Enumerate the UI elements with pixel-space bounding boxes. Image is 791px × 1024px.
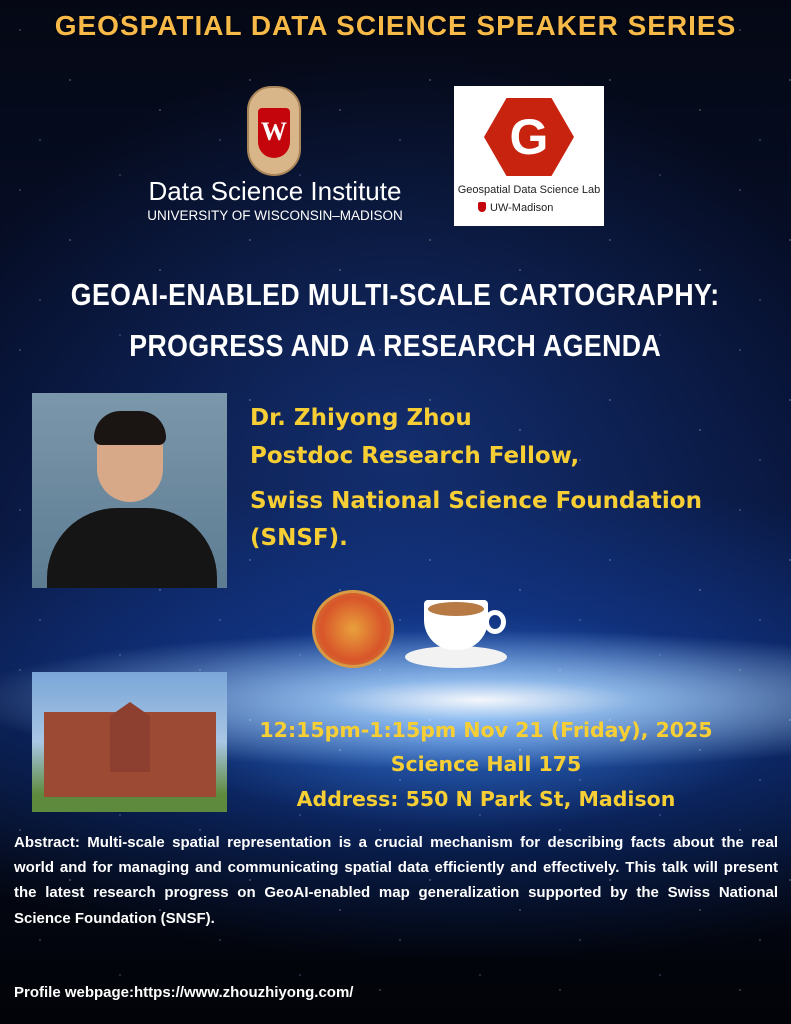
event-address: Address: 550 N Park St, Madison xyxy=(296,787,676,811)
coffee-foam xyxy=(428,602,484,616)
abstract-text: Abstract: Multi-scale spatial representa… xyxy=(14,834,778,927)
dsi-name: Data Science Institute xyxy=(148,176,402,206)
talk-title-line1-row: GEOAI-ENABLED MULTI-SCALE CARTOGRAPHY: xyxy=(0,276,791,314)
speaker-name: Dr. Zhiyong Zhou xyxy=(250,405,472,431)
dsi-university: UNIVERSITY OF WISCONSIN–MADISON xyxy=(147,208,403,223)
building-tower xyxy=(110,702,150,772)
speaker-org-line1: Swiss National Science Foundation xyxy=(250,488,702,514)
saucer-image xyxy=(405,646,507,668)
series-title: GEOSPATIAL DATA SCIENCE SPEAKER SERIES xyxy=(54,10,737,41)
talk-title-line2: PROGRESS AND A RESEARCH AGENDA xyxy=(129,328,662,363)
talk-title-line1: GEOAI-ENABLED MULTI-SCALE CARTOGRAPHY: xyxy=(71,277,720,312)
gds-affiliation: UW-Madison xyxy=(490,202,554,214)
photo-hair xyxy=(94,411,166,445)
gds-hexagon: G xyxy=(484,98,574,176)
photo-torso xyxy=(47,508,217,588)
profile-webpage: Profile webpage:https://www.zhouzhiyong.… xyxy=(14,984,354,1001)
gds-lab-name: Geospatial Data Science Lab xyxy=(457,184,601,196)
science-hall-photo xyxy=(32,672,227,812)
pizza-image xyxy=(312,590,394,668)
coffee-cup-image xyxy=(424,600,488,650)
gds-lab-logo: G Geospatial Data Science Lab UW-Madison xyxy=(454,86,604,226)
speaker-org-line2: (SNSF). xyxy=(250,525,348,551)
speaker-position: Postdoc Research Fellow, xyxy=(250,443,580,469)
uw-crest-logo: W xyxy=(247,86,301,176)
event-time: 12:15pm-1:15pm Nov 21 (Friday), 2025 xyxy=(259,718,713,742)
talk-title-line2-row: PROGRESS AND A RESEARCH AGENDA xyxy=(0,327,791,365)
event-room: Science Hall 175 xyxy=(390,752,582,776)
gds-affiliation-row: UW-Madison xyxy=(478,202,553,214)
uw-crest-icon xyxy=(478,202,486,212)
speaker-photo xyxy=(32,393,227,588)
crest-shield: W xyxy=(258,108,290,158)
